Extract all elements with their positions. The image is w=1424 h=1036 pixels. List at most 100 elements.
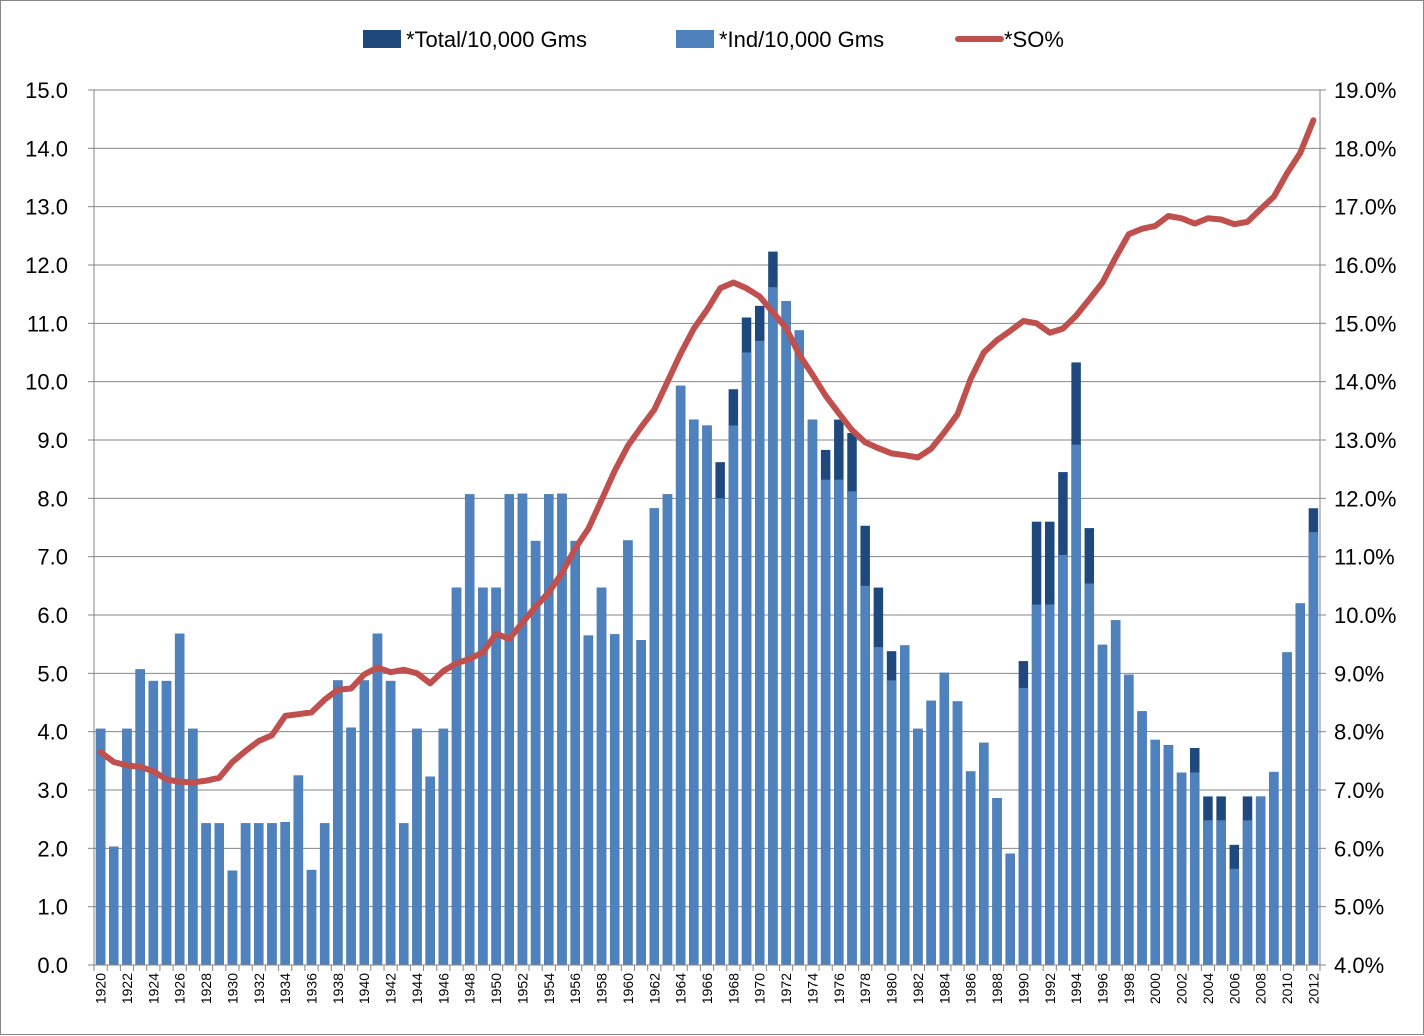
x-tick-label: 1974 [804,973,820,1004]
bar-ind [873,647,884,965]
bar-ind [702,425,712,966]
x-tick-label: 1942 [383,973,399,1004]
bar-ind [399,823,409,965]
bar-ind [860,585,870,965]
x-tick-label: 1928 [198,973,214,1004]
y-right-tick-label: 8.0% [1334,720,1384,745]
y-left-tick-label: 7.0 [37,545,68,570]
x-tick-label: 1958 [594,973,610,1004]
y-left-tick-label: 1.0 [37,895,68,920]
bar-ind [847,491,857,965]
bar-ind [1110,620,1121,965]
y-left-tick-label: 13.0 [25,195,68,220]
x-tick-label: 1966 [699,973,715,1004]
bar-ind [1229,868,1240,965]
bar-ind [1203,820,1213,965]
legend-label-total: *Total/10,000 Gms [406,27,587,52]
bar-ind [1058,554,1068,965]
bar-ind [161,680,172,965]
y-left-tick-label: 2.0 [37,836,68,861]
bar-ind [1190,772,1200,965]
bar-ind [504,494,515,965]
bar-ind [188,728,198,965]
bar-ind [306,869,317,965]
x-tick-label: 1986 [963,973,979,1004]
bar-ind [794,330,805,965]
x-tick-label: 1946 [435,973,451,1004]
bar-ind [464,494,475,965]
y-left-tick-label: 10.0 [25,370,68,395]
x-tick-label: 1938 [330,973,346,1004]
bar-ind [649,508,660,965]
bar-ind [1176,772,1187,965]
y-axis-left-labels: 0.0 1.0 2.0 3.0 4.0 5.0 6.0 7.0 8.0 9.0 10.0 11.0 12… [25,78,68,978]
series-line-so-pct [97,117,1317,786]
y-right-tick-label: 14.0% [1334,370,1396,395]
y-left-tick-label: 12.0 [25,253,68,278]
bar-ind [201,823,211,965]
x-tick-label: 1976 [831,973,847,1004]
legend: *Total/10,000 Gms *Ind/10,000 Gms *SO% [363,27,1064,52]
bar-ind [227,870,238,965]
so-pct-line [97,117,1317,786]
bar-ind [728,425,739,966]
bar-ind [240,823,251,965]
x-tick-label: 2000 [1147,973,1163,1004]
y-right-tick-label: 18.0% [1334,136,1396,161]
y-right-tick-label: 16.0% [1334,253,1396,278]
bar-ind [1137,711,1147,965]
bar-ind [1282,652,1292,965]
bar-ind [333,680,343,965]
bar-ind [583,635,594,965]
y-right-tick-label: 7.0% [1334,778,1384,803]
x-tick-label: 1994 [1068,973,1084,1004]
x-tick-label: 1960 [620,973,636,1004]
x-tick-label: 2010 [1279,973,1295,1004]
bar-ind [834,479,844,965]
y-left-tick-label: 9.0 [37,428,68,453]
bar-ind [544,494,554,965]
bar-ind [109,846,119,965]
bar-ind [478,587,488,965]
bar-ind [214,823,224,965]
bar-ind [636,640,646,965]
x-tick-label: 1982 [910,973,926,1004]
x-tick-label: 1964 [673,973,689,1004]
bar-ind [1308,532,1319,965]
bar-ind [979,742,989,965]
bar-ind [438,728,449,965]
y-right-tick-label: 4.0% [1334,953,1384,978]
x-tick-label: 1988 [989,973,1005,1004]
x-tick-label: 1972 [778,973,794,1004]
bar-ind [926,700,936,965]
bar-ind [1295,603,1305,965]
bar-ind [952,701,963,965]
bar-ind [359,680,369,965]
x-tick-label: 1922 [119,973,135,1004]
bars [95,251,1319,966]
bar-ind [254,823,264,965]
y-right-tick-label: 10.0% [1334,603,1396,628]
x-tick-label: 1950 [488,973,504,1004]
bar-ind [1124,674,1134,965]
bar-ind [1163,745,1174,965]
bar-ind [95,728,106,965]
x-axis-labels: 1920 1922 1924 1926 1928 1930 1932 1934 1936 1938… [93,973,1322,1004]
bar-ind [675,385,686,965]
bar-ind [1097,644,1108,965]
bar-ind [1269,771,1279,965]
bar-ind [715,498,725,965]
x-tick-label: 1980 [884,973,900,1004]
x-tick-label: 2006 [1226,973,1242,1004]
y-right-tick-label: 9.0% [1334,661,1384,686]
x-tick-label: 1990 [1015,973,1031,1004]
y-right-tick-label: 15.0% [1334,311,1396,336]
y-left-tick-label: 4.0 [37,720,68,745]
x-tick-label: 1944 [409,973,425,1004]
x-tick-label: 1996 [1094,973,1110,1004]
bar-ind [148,680,159,965]
bar-ind [820,479,831,965]
x-tick-label: 1998 [1121,973,1137,1004]
